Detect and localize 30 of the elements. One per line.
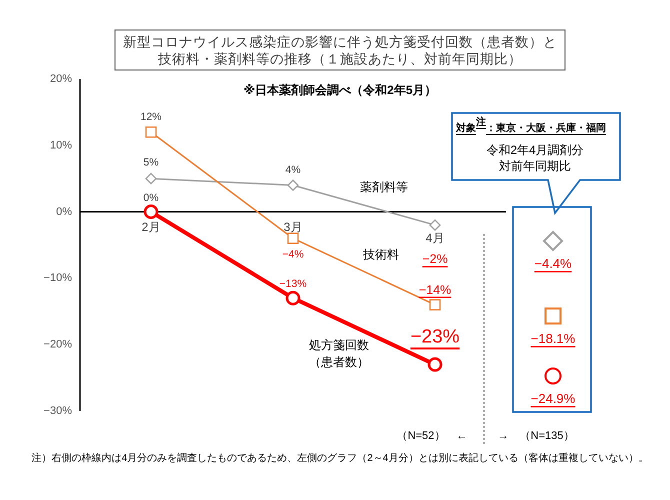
annotation: 注）右側の枠線内は4月分のみを調査したものであるため、左側のグラフ（2～4月分）とは別に表記している（客体は重複していない）。	[32, 452, 648, 464]
annotation: （N=52） ←	[396, 430, 468, 442]
subtitle: ※日本薬剤師会調べ（令和2年5月）	[244, 83, 436, 97]
annotation: −18.1%	[530, 330, 576, 346]
annotation: −24.9%	[530, 390, 576, 406]
data-label: −13%	[279, 278, 307, 290]
title: 新型コロナウイルス感染症の影響に伴う処方箋受付回数（患者数）と技術料・薬剤料等の推移（１施設あたり、対前年同期比）	[123, 34, 557, 66]
data-label: 0%	[143, 192, 159, 204]
data-label: −14%	[418, 282, 452, 297]
data-label: −4%	[282, 248, 304, 260]
y-tick-label: −20%	[44, 338, 72, 351]
series-label: 薬剤料等	[360, 180, 408, 194]
series-label: 技術料	[363, 248, 399, 262]
x-tick-label: 3月	[284, 220, 302, 234]
x-tick-label: 4月	[426, 231, 444, 246]
data-label: 4%	[285, 164, 301, 176]
y-tick-label: −10%	[44, 272, 72, 284]
subtitle: 令和2年4月調剤分対前年同期比	[486, 143, 584, 173]
data-label: 12%	[140, 111, 162, 124]
data-label: −23%	[410, 326, 460, 348]
annotation: −4.4%	[534, 256, 572, 270]
annotation: → （N=135）	[498, 430, 574, 442]
y-tick-label: 0%	[56, 206, 72, 218]
y-tick-label: 20%	[50, 73, 72, 85]
x-tick-label: 2月	[142, 220, 160, 234]
y-tick-label: −30%	[44, 405, 72, 417]
data-label: −2%	[422, 252, 448, 266]
series-label: 処方箋回数（患者数）	[309, 338, 369, 369]
y-tick-label: 10%	[50, 139, 72, 152]
data-label: 5%	[143, 156, 159, 169]
